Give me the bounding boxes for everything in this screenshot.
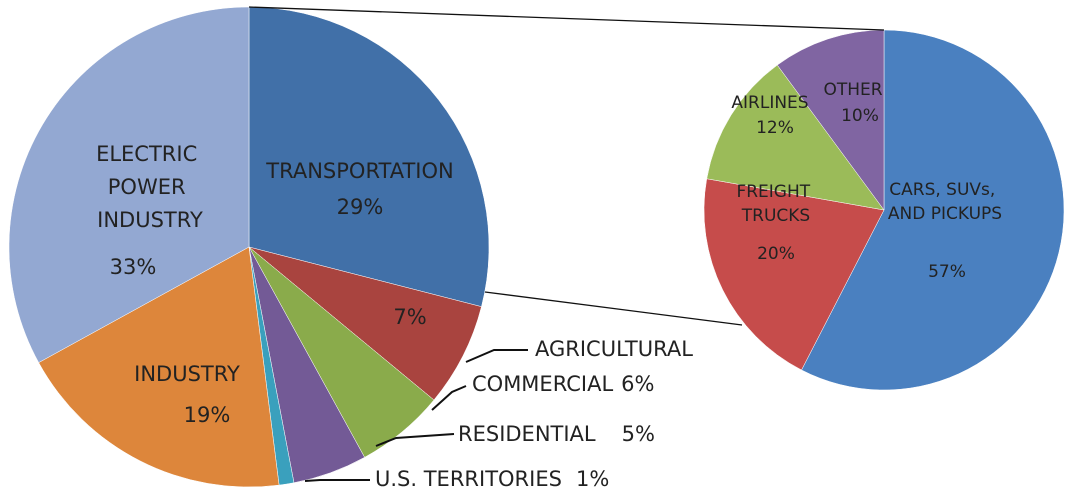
leader-lines [304, 349, 528, 482]
value-label: 57% [928, 262, 966, 282]
connector-line [248, 6, 885, 31]
value-label: 1% [576, 467, 609, 491]
leader-line [431, 385, 467, 411]
pie-slice [8, 6, 250, 363]
connector-line [484, 291, 743, 326]
pie-slice [706, 64, 885, 211]
value-label: 33% [110, 255, 157, 279]
pie-slice [248, 246, 482, 401]
pie [8, 6, 490, 488]
slice-label: ELECTRIC POWER INDUSTRY [96, 142, 204, 232]
value-label: 6% [621, 372, 654, 396]
leader-line [465, 349, 528, 363]
leader-line [304, 479, 370, 482]
slice-label: CARS, SUVs, AND PICKUPS [888, 180, 1002, 224]
slice-label: COMMERCIAL [472, 372, 613, 396]
leader-line [375, 433, 455, 447]
value-label: 20% [757, 244, 795, 264]
slice-label: INDUSTRY [134, 362, 240, 386]
slice-label: FREIGHT TRUCKS [736, 182, 815, 226]
value-label: 7% [393, 305, 426, 329]
pie-slice [801, 29, 1065, 391]
pie-slice [38, 246, 280, 488]
value-label: 29% [337, 195, 384, 219]
value-label: 5% [622, 422, 655, 446]
value-label: 19% [184, 403, 231, 427]
slice-label: AIRLINES [731, 93, 808, 113]
pie-slice [703, 178, 885, 371]
slice-label: U.S. TERRITORIES [375, 467, 562, 491]
value-label: 10% [841, 106, 879, 126]
slice-label: OTHER [823, 80, 882, 100]
pie-slice [248, 6, 490, 307]
pie [703, 29, 1065, 391]
slice-label: TRANSPORTATION [265, 159, 453, 183]
value-label: 12% [756, 118, 794, 138]
slice-label: AGRICULTURAL [535, 337, 693, 361]
slice-label: RESIDENTIAL [458, 422, 596, 446]
